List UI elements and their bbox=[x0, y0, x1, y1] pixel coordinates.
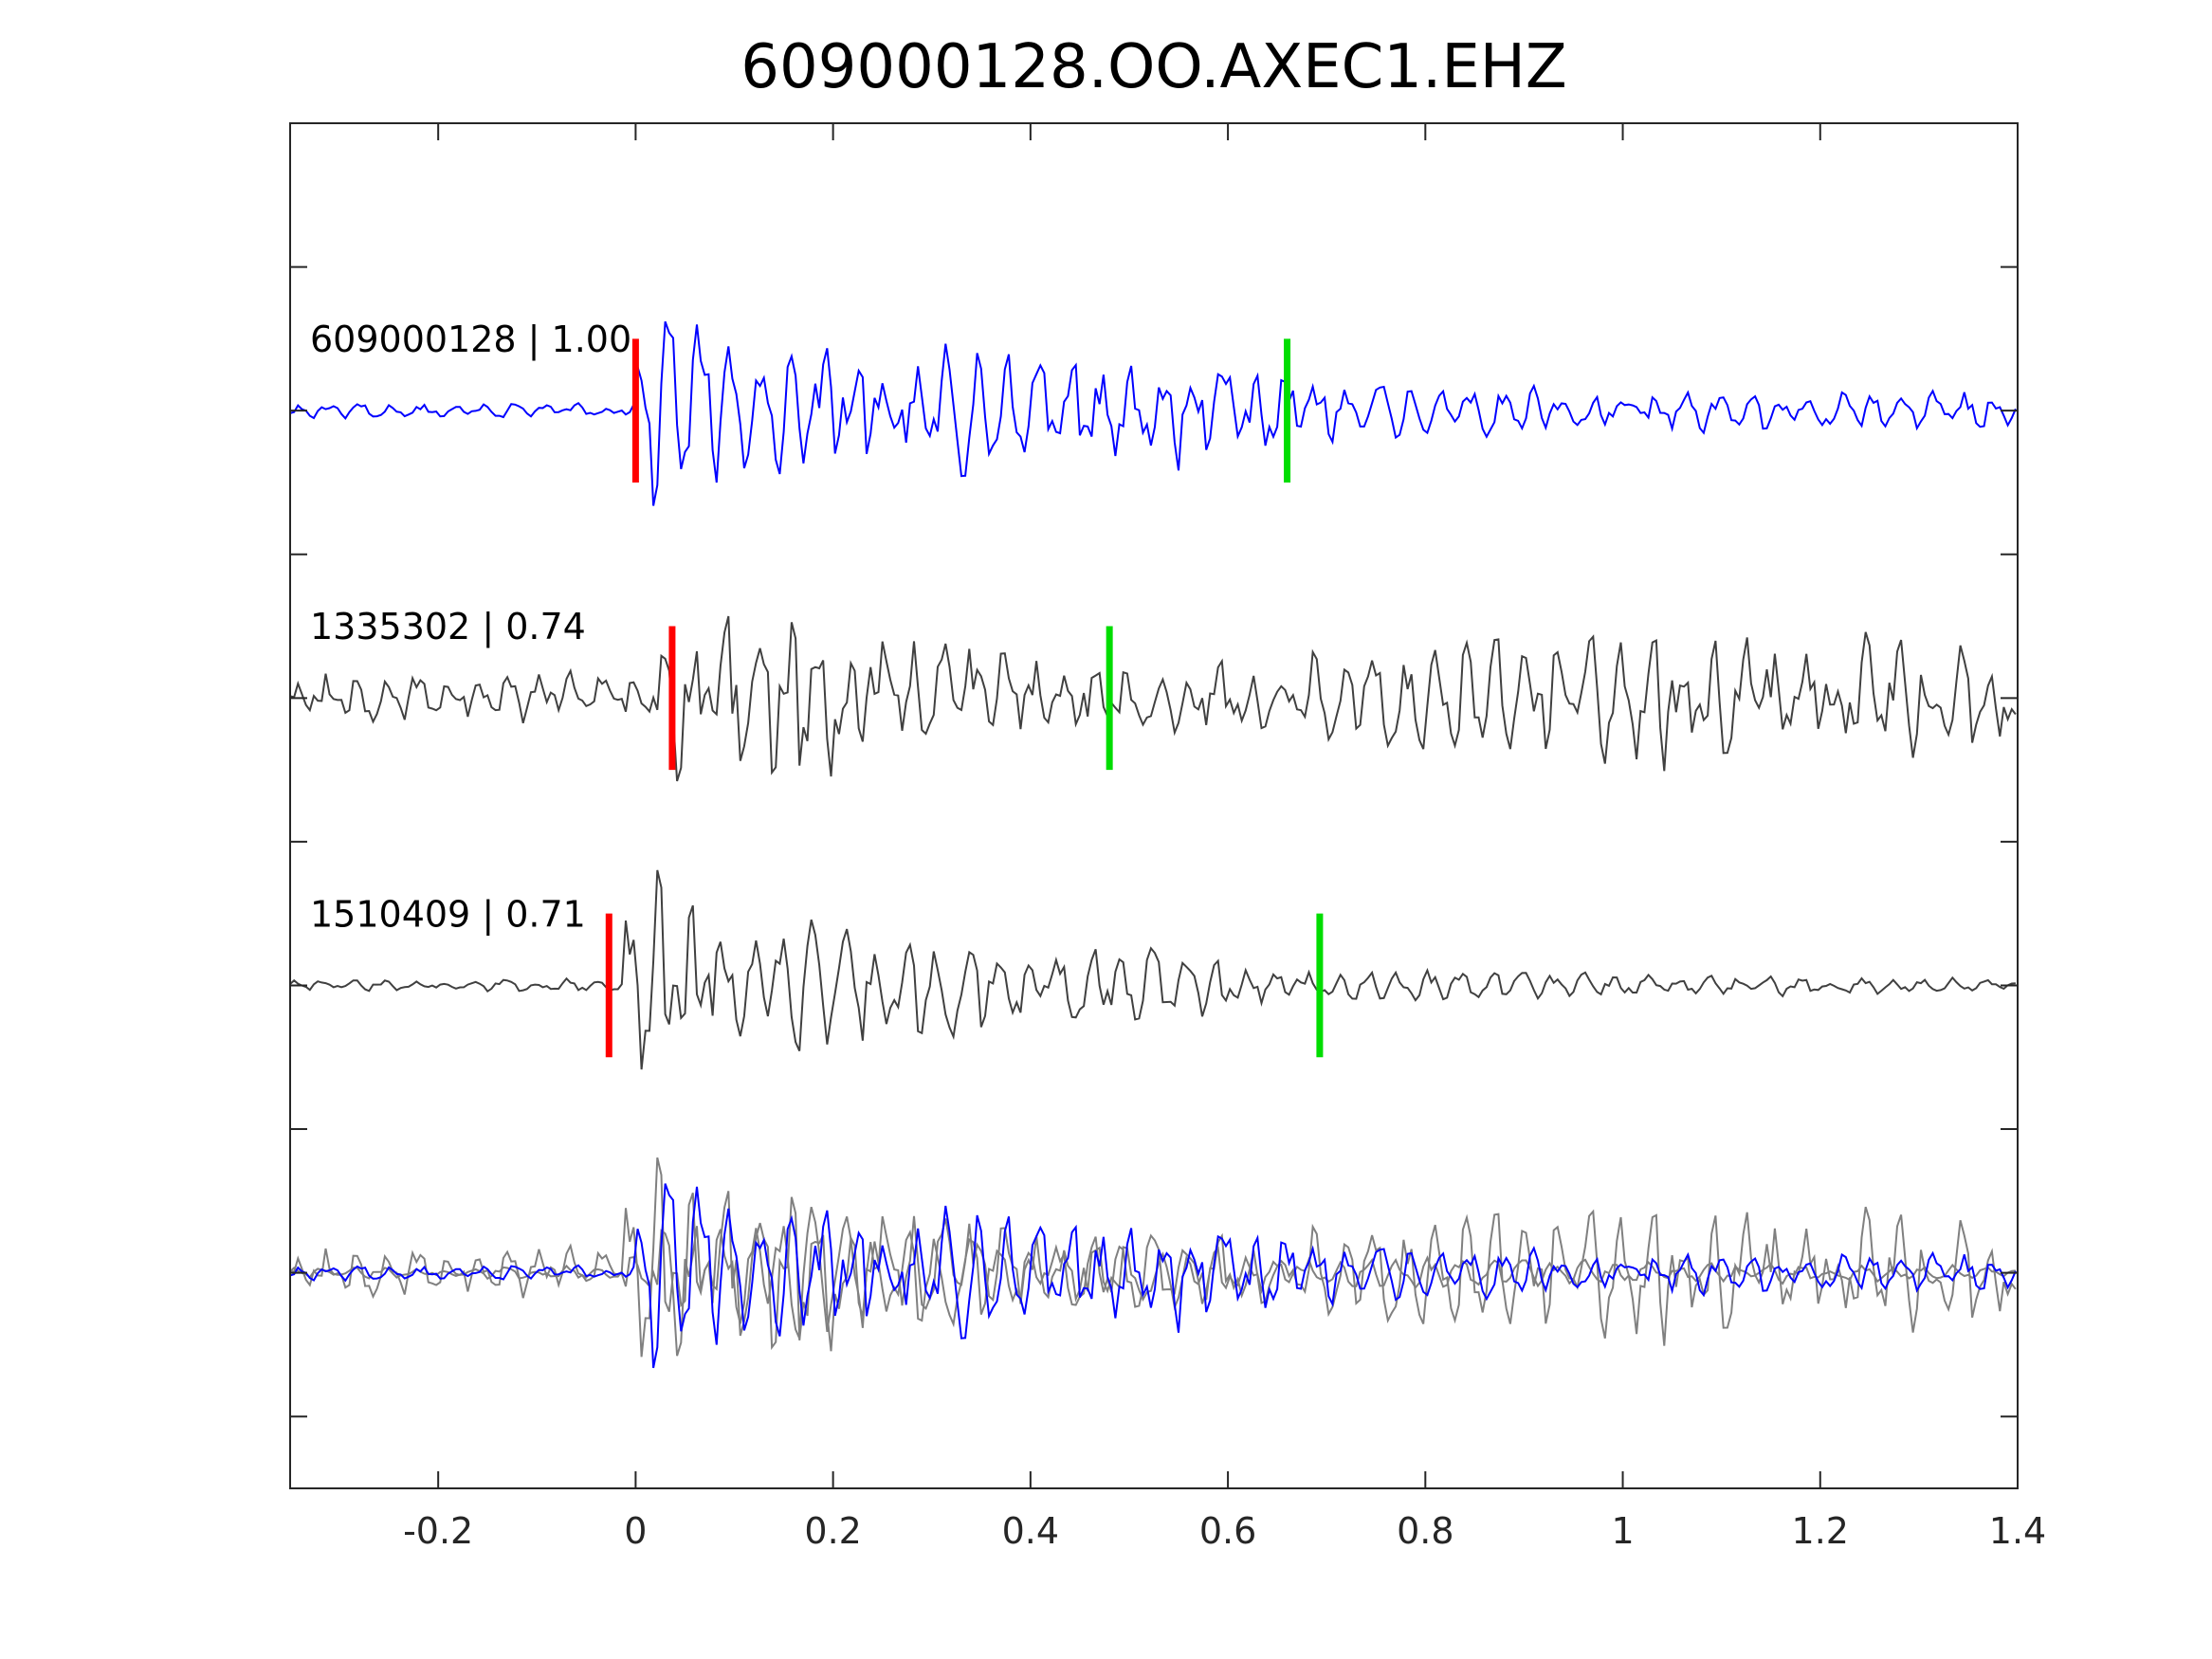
overlay-trace-609000128 bbox=[289, 1183, 2017, 1369]
trace-1510409 bbox=[289, 869, 2016, 1070]
plot-area: 609000128 | 1.00 1335302 | 0.74 1510409 | … bbox=[289, 319, 2017, 1369]
trace-609000128 bbox=[289, 320, 2017, 506]
x-tick-label: 0.2 bbox=[804, 1510, 861, 1552]
trace-label-609000128: 609000128 | 1.00 bbox=[310, 319, 631, 361]
x-tick-label: 1 bbox=[1611, 1510, 1634, 1552]
x-tick-label: 0 bbox=[624, 1510, 647, 1552]
x-tick-label: 1.2 bbox=[1792, 1510, 1849, 1552]
x-tick-label: -0.2 bbox=[403, 1510, 473, 1552]
x-tick-label: 1.4 bbox=[1989, 1510, 2046, 1552]
trace-1335302 bbox=[289, 615, 2017, 782]
trace-label-1510409: 1510409 | 0.71 bbox=[310, 893, 586, 936]
x-tick-label: 0.8 bbox=[1397, 1510, 1453, 1552]
axes-frame bbox=[289, 122, 2019, 1489]
x-tick-label: 0.4 bbox=[1002, 1510, 1059, 1552]
chart-title: 609000128.OO.AXEC1.EHZ bbox=[740, 32, 1567, 102]
axis-ticks: -0.2 0 0.2 0.4 0.6 0.8 1 1.2 1.4 bbox=[290, 122, 2046, 1552]
x-tick-label: 0.6 bbox=[1199, 1510, 1256, 1552]
overlay-trace-1335302 bbox=[289, 1191, 2017, 1357]
trace-label-1335302: 1335302 | 0.74 bbox=[310, 606, 586, 648]
overlay-trace-1510409 bbox=[289, 1157, 2016, 1358]
